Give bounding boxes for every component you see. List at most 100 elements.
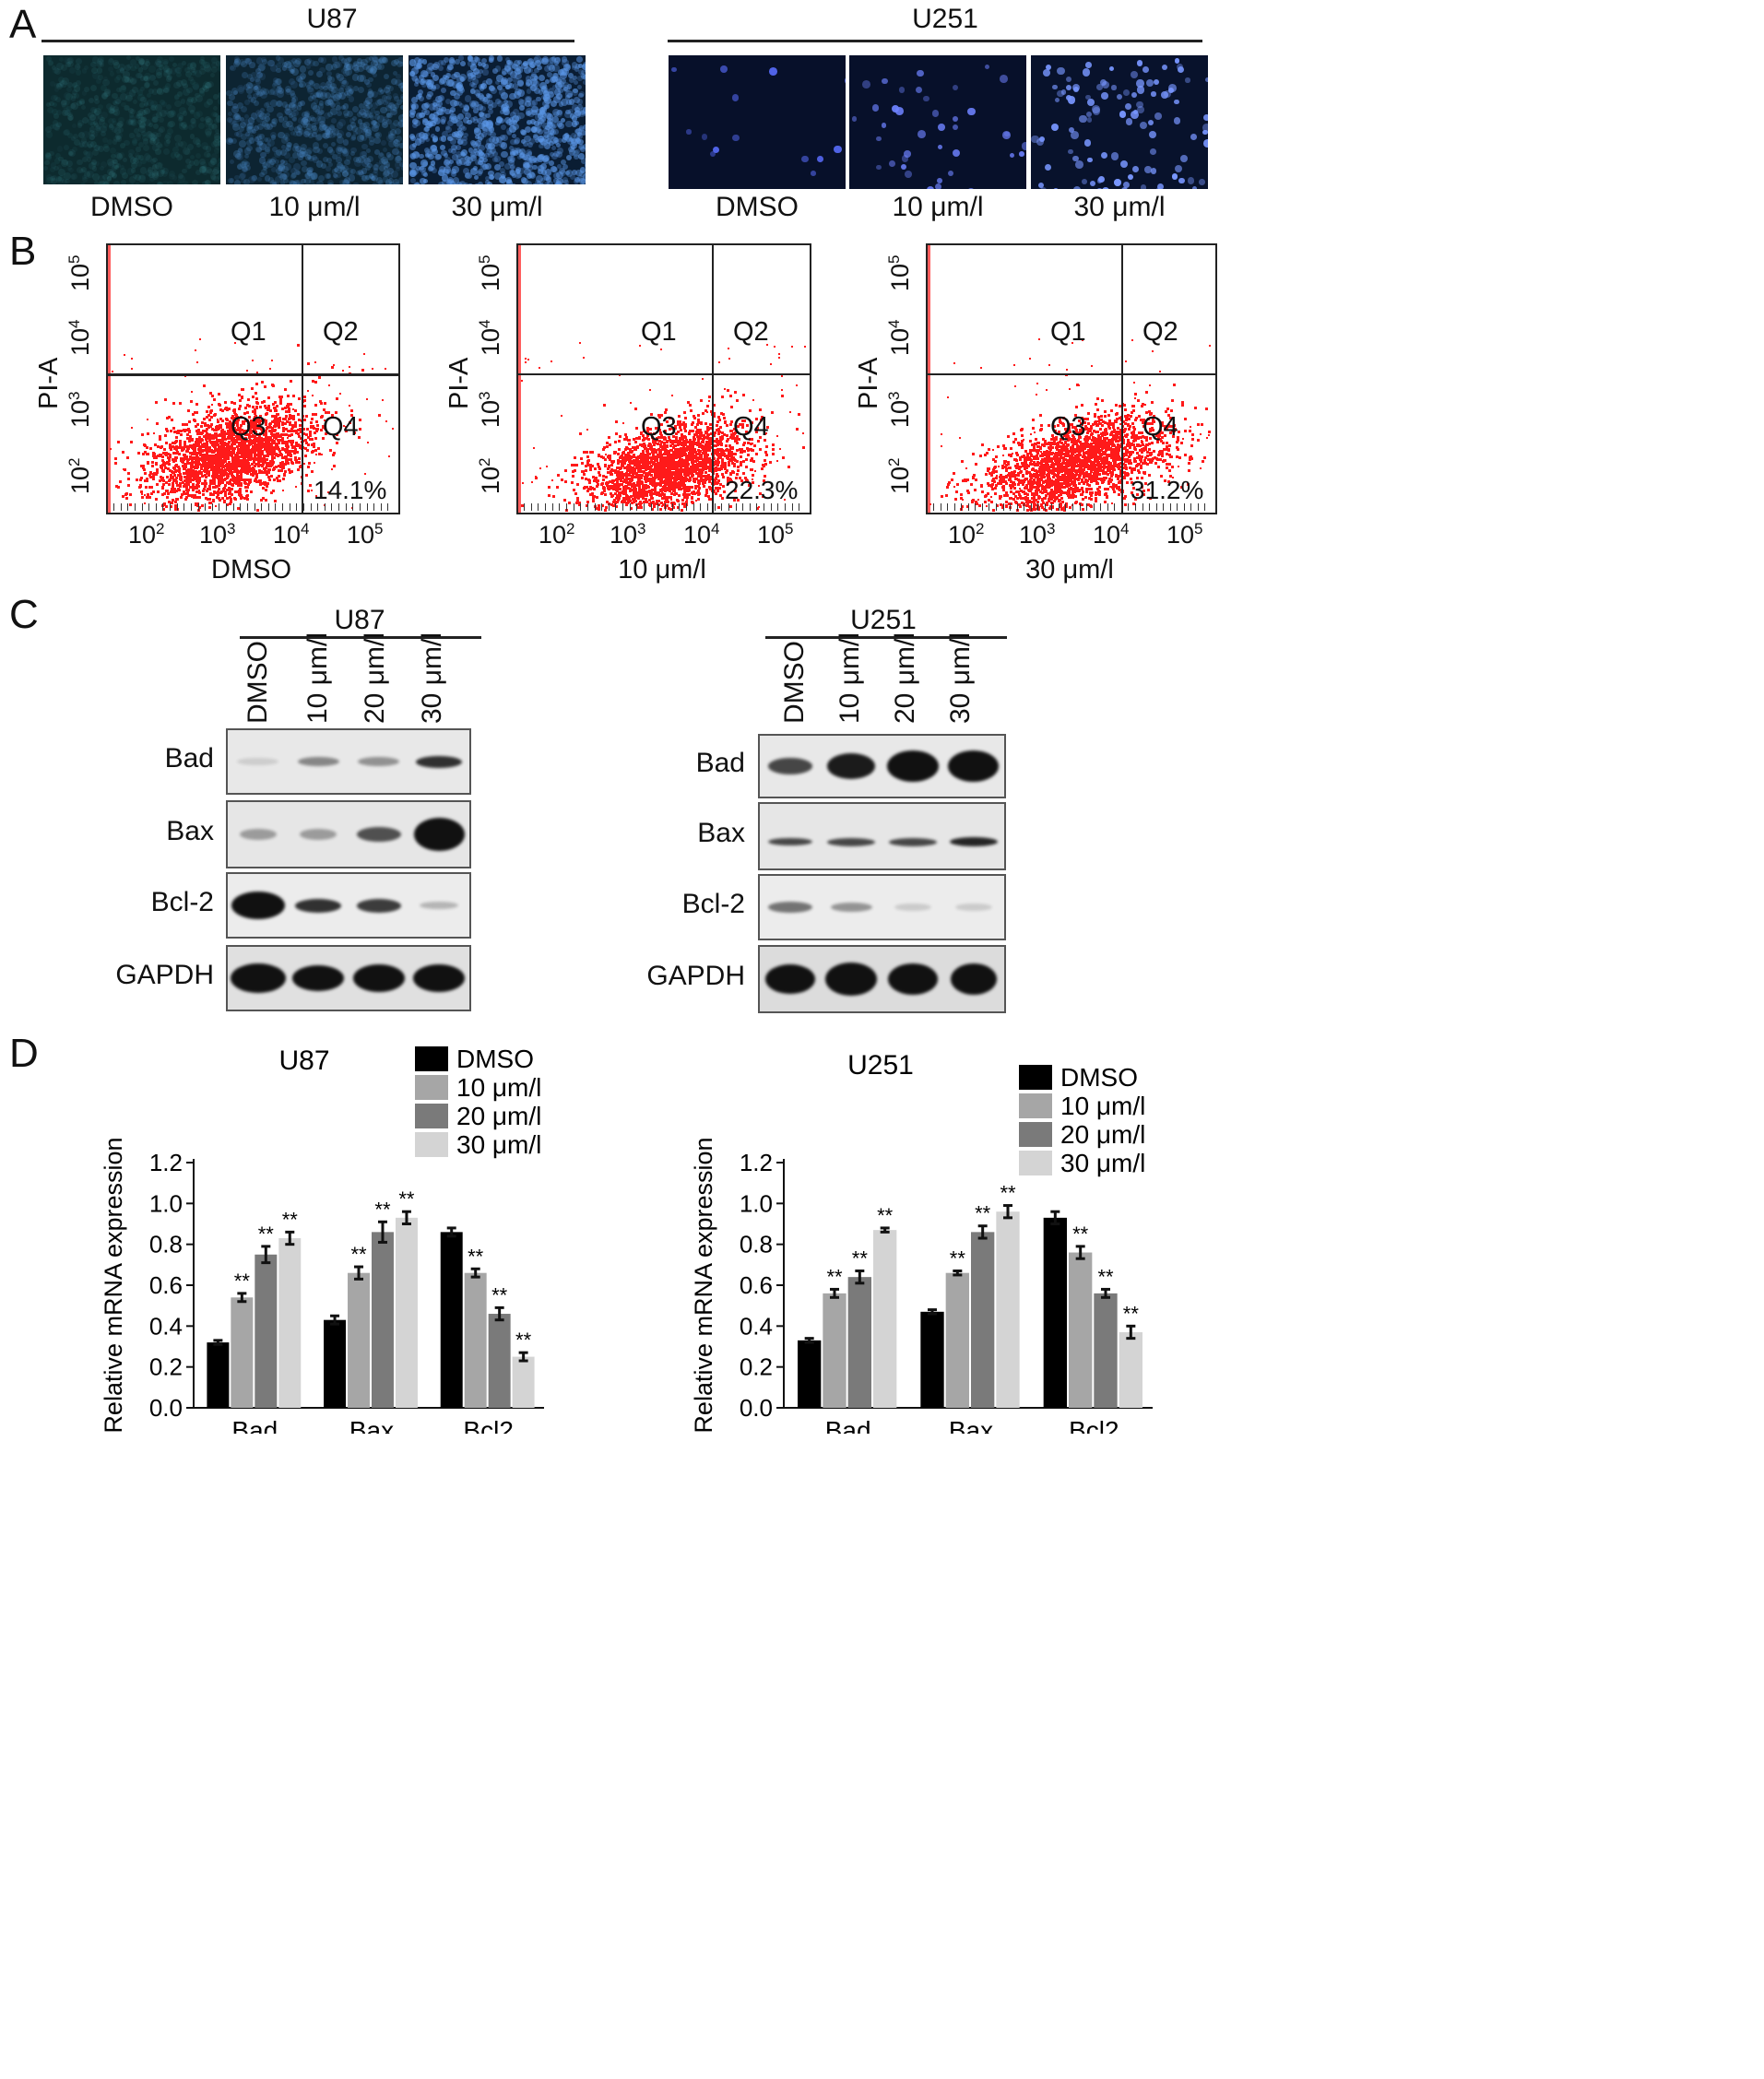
panel-b-letter: B (9, 229, 36, 275)
bar (231, 1297, 254, 1408)
blot-band (231, 892, 285, 919)
significance-mark: ** (950, 1246, 966, 1270)
x-tick-label: 102 (128, 520, 165, 549)
micrograph-u87-10 (226, 55, 403, 184)
mrna-bar-chart-u87: U87 0.0 0.2 0.4 0.6 0.8 1.0 1.2 Relative mRNA ex… (100, 1045, 544, 1434)
blot-band (954, 904, 992, 911)
significance-mark: ** (826, 1265, 843, 1288)
blot-band (230, 963, 286, 993)
blot-band (825, 963, 878, 996)
quadrant-label-q4: Q4 (733, 412, 769, 443)
y-tick-exponent: 4 (65, 319, 83, 327)
blot-strip-gapdh (226, 945, 471, 1011)
significance-mark: ** (491, 1283, 508, 1306)
blot-band (356, 898, 401, 913)
x-tick-exponent: 5 (374, 520, 383, 537)
bar (873, 1230, 897, 1408)
blot-band (827, 753, 876, 779)
panel-c-letter: C (9, 592, 39, 638)
micrograph-u251-dmso (669, 55, 846, 189)
y-tick-label: 103 (885, 391, 915, 428)
blot-strip-bcl-2 (226, 872, 471, 939)
panel-a-u251-rule (668, 40, 1202, 42)
bar (348, 1272, 370, 1408)
x-tick-label: 103 (1019, 520, 1056, 549)
q4-percent: 14.1% (314, 476, 386, 505)
legend-label: 10 μm/l (456, 1073, 541, 1102)
category-label: Bcl2 (1069, 1416, 1119, 1434)
bar (847, 1277, 871, 1408)
lane-label: 10 μm/l (835, 632, 866, 724)
lane-label: 30 μm/l (417, 632, 448, 724)
y-tick-label: 102 (885, 457, 915, 494)
flow-xlabel: 10 μm/l (516, 555, 808, 585)
significance-mark: ** (877, 1204, 894, 1227)
panel-a-u87-rule (41, 40, 574, 42)
y-tick-label: 0.4 (740, 1312, 773, 1340)
legend-swatch (1019, 1151, 1052, 1175)
bar (464, 1272, 487, 1408)
blot-band (887, 963, 938, 995)
micrograph-u87-30 (408, 55, 586, 184)
legend-swatch (1019, 1065, 1052, 1090)
blot-band (356, 827, 401, 842)
quadrant-label-q3: Q3 (1050, 412, 1086, 443)
y-tick-label: 0.6 (149, 1271, 183, 1299)
significance-mark: ** (258, 1223, 275, 1246)
legend-label: 30 μm/l (1060, 1149, 1145, 1177)
y-tick-label: 104 (476, 319, 505, 356)
x-tick-exponent: 4 (301, 520, 309, 537)
bar (920, 1311, 944, 1408)
bar (488, 1314, 511, 1408)
blot-band (358, 757, 400, 766)
lane-label: 20 μm/l (360, 632, 391, 724)
blot-band (950, 963, 997, 995)
micrograph-u251-10 (849, 55, 1026, 189)
quadrant-label-q4: Q4 (323, 412, 359, 443)
protein-label: Bcl-2 (85, 887, 214, 918)
legend-label: DMSO (456, 1045, 534, 1073)
protein-label: Bad (616, 748, 745, 779)
significance-mark: ** (975, 1202, 991, 1225)
flow-xlabel: 30 μm/l (926, 555, 1213, 585)
x-tick-label: 103 (199, 520, 236, 549)
y-tick-label: 1.2 (149, 1149, 183, 1176)
panel-a-u251-label-30: 30 μm/l (1031, 192, 1208, 223)
panel-a-u87-label-10: 10 μm/l (226, 192, 403, 223)
y-tick-exponent: 3 (476, 391, 493, 399)
category-label: Bad (231, 1416, 278, 1434)
quadrant-label-q2: Q2 (323, 317, 359, 348)
y-tick-exponent: 3 (885, 391, 903, 399)
blot-band (295, 898, 342, 913)
blot-band (768, 758, 813, 774)
category-label: Bcl2 (463, 1416, 513, 1434)
y-tick-label: 1.2 (740, 1149, 773, 1176)
significance-mark: ** (852, 1246, 869, 1270)
significance-mark: ** (1072, 1223, 1089, 1246)
panel-a-u87-label-30: 30 μm/l (408, 192, 586, 223)
bar (798, 1340, 822, 1408)
panel-c-u251-title: U251 (823, 605, 943, 636)
x-tick-label: 102 (948, 520, 985, 549)
blot-strip-bad (226, 728, 471, 795)
bar (255, 1254, 278, 1408)
x-tick-label: 102 (539, 520, 575, 549)
blot-band (352, 964, 405, 992)
y-tick-exponent: 4 (885, 319, 903, 327)
y-axis-label: Relative mRNA expression (100, 1137, 127, 1433)
quadrant-label-q1: Q1 (1050, 317, 1086, 348)
y-tick-label: 1.0 (149, 1189, 183, 1217)
protein-label: Bcl-2 (616, 889, 745, 920)
y-tick-label: 0.0 (149, 1394, 183, 1422)
y-tick-exponent: 4 (476, 319, 493, 327)
x-tick-exponent: 5 (1194, 520, 1202, 537)
bar (1069, 1252, 1093, 1408)
bar (512, 1356, 535, 1408)
mrna-bar-chart-u251: U251 0.0 0.2 0.4 0.6 0.8 1.0 1.2 Relative mRNA e… (690, 1050, 1153, 1434)
y-tick-label: 105 (885, 254, 915, 291)
significance-mark: ** (350, 1243, 367, 1266)
legend-swatch (415, 1132, 448, 1157)
y-tick-label: 102 (65, 457, 95, 494)
x-tick-label: 103 (610, 520, 646, 549)
flow-ylabel: PI-A (854, 358, 884, 409)
